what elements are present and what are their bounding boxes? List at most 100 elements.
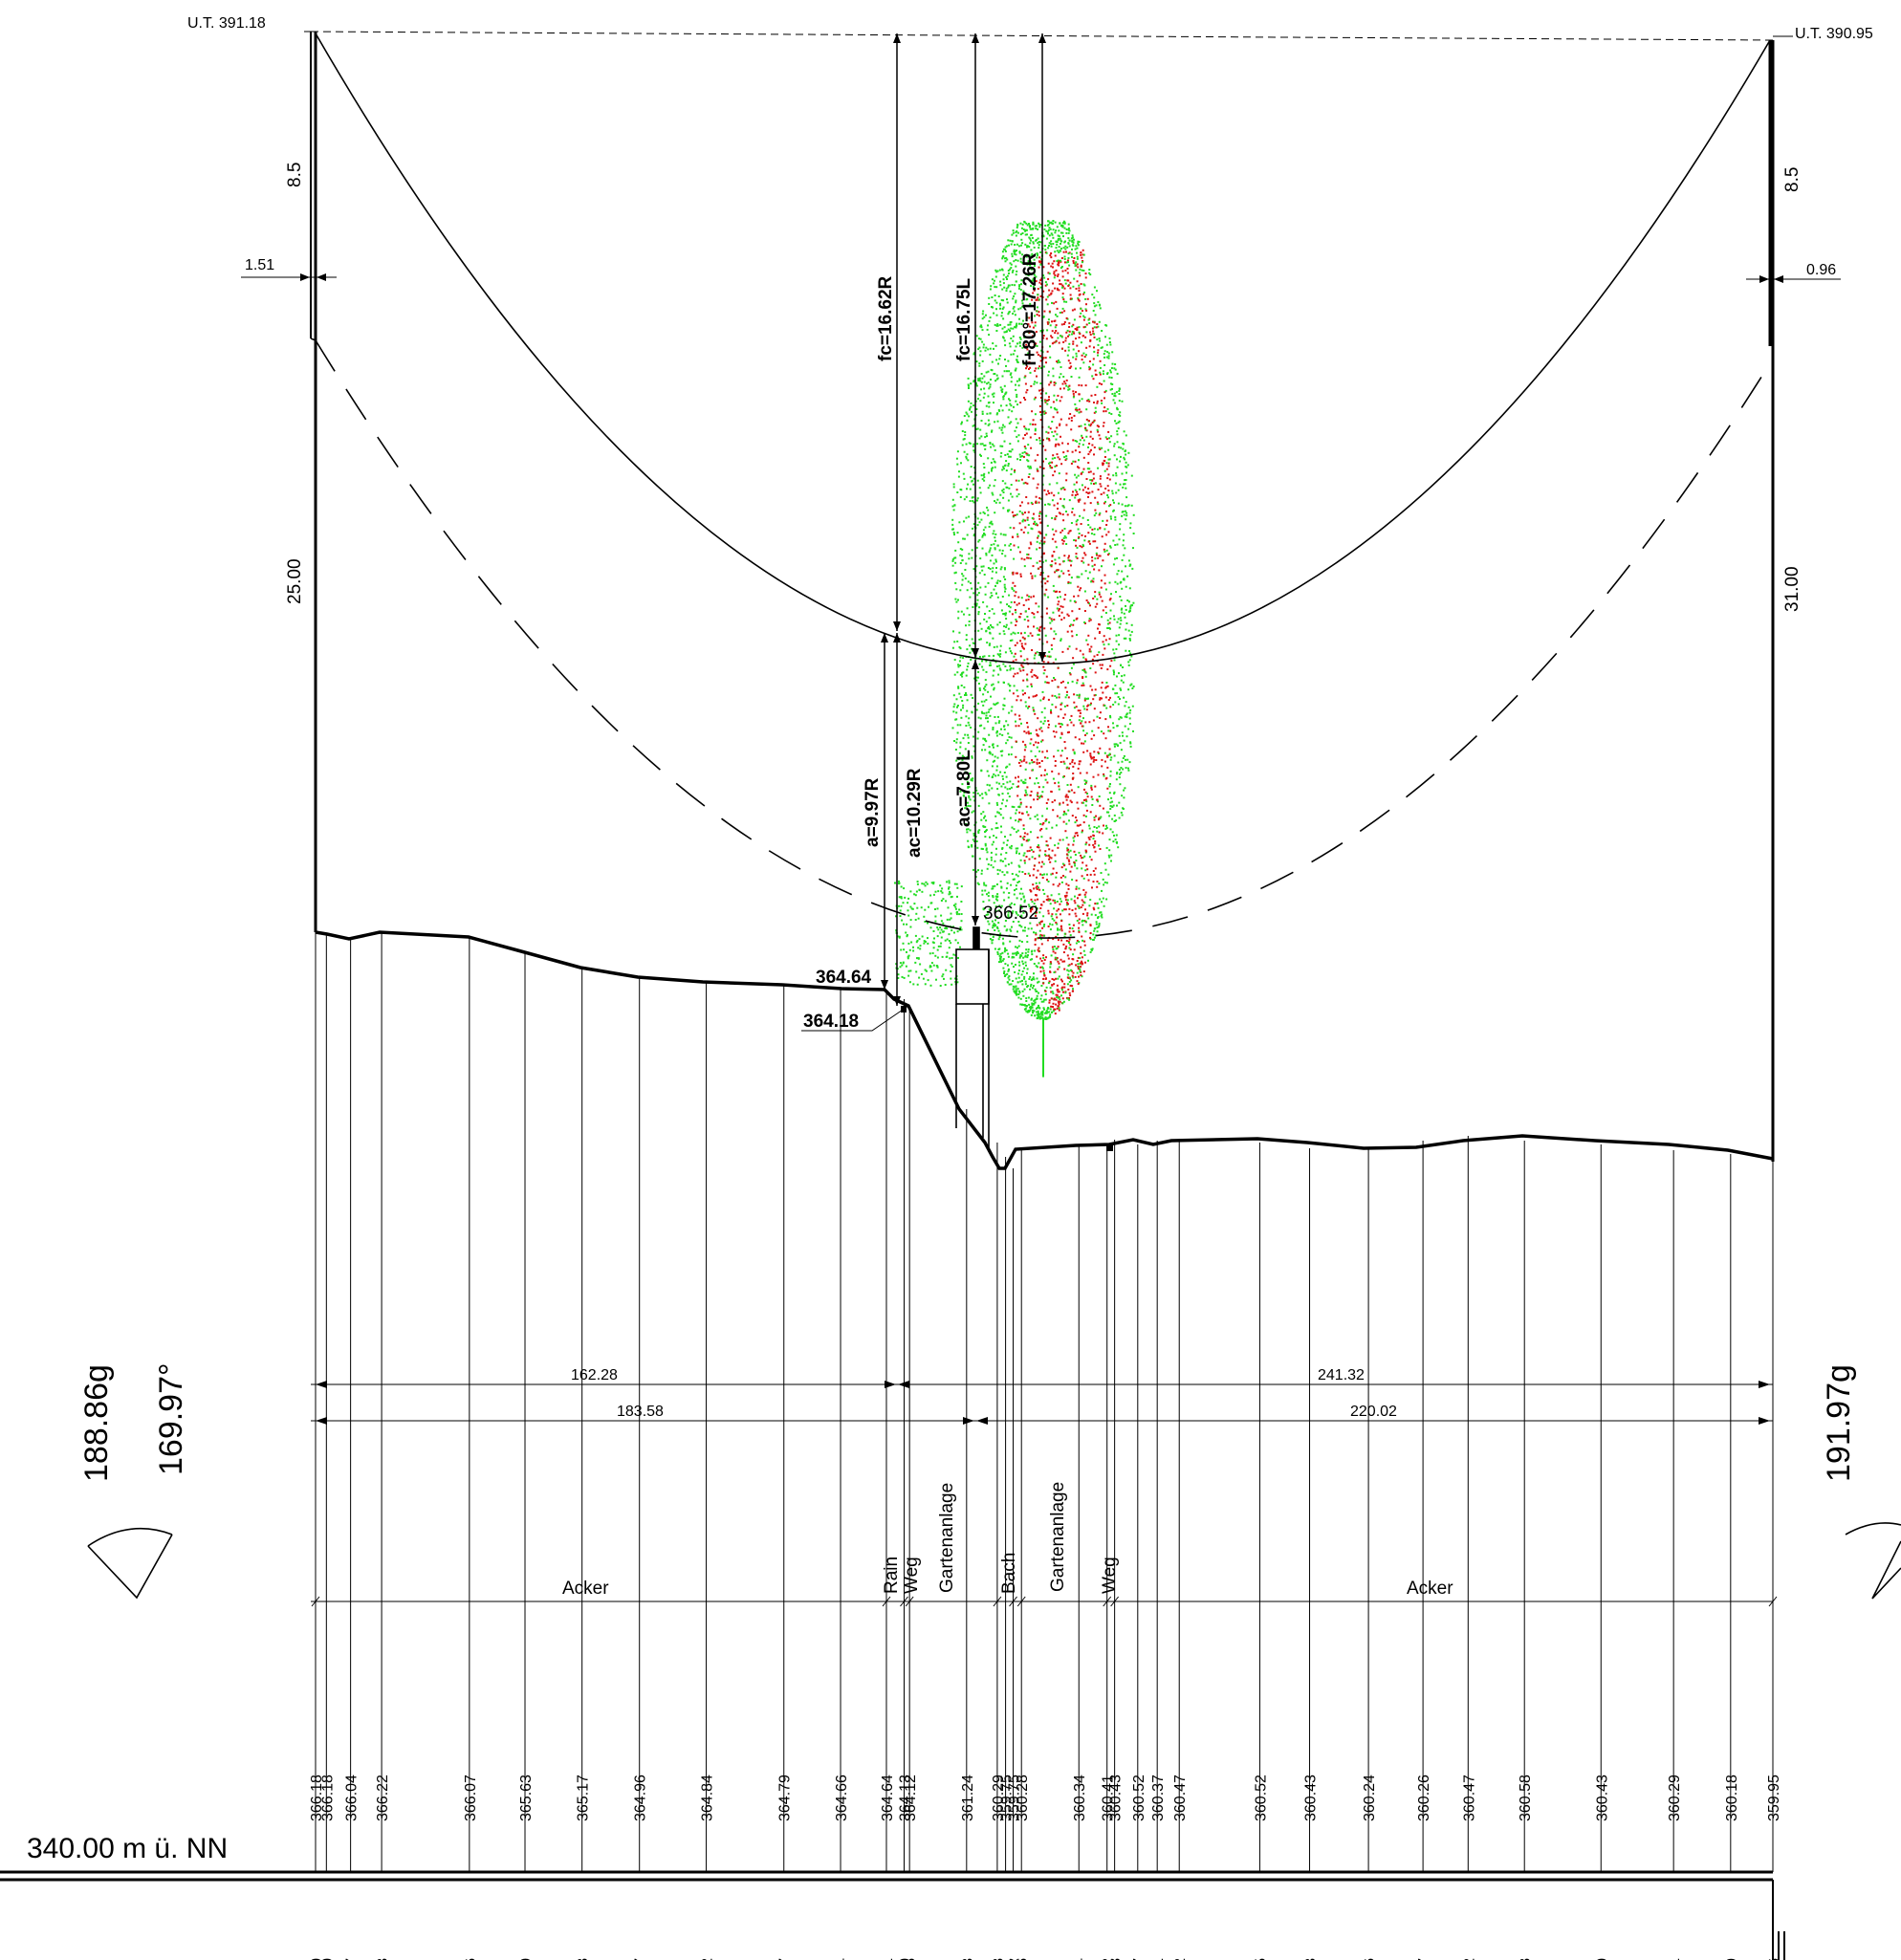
- vegetation-point: [1060, 703, 1062, 706]
- vegetation-point: [1108, 621, 1111, 624]
- vegetation-point: [1045, 986, 1048, 989]
- vegetation-point: [1061, 296, 1064, 299]
- vegetation-point: [994, 716, 996, 718]
- vegetation-point: [1003, 970, 1006, 972]
- vegetation-point: [1000, 785, 1003, 788]
- vegetation-point: [1097, 627, 1099, 630]
- vegetation-point: [1032, 223, 1035, 226]
- vegetation-point: [1040, 730, 1043, 732]
- vegetation-point: [955, 457, 958, 460]
- vegetation-point: [1018, 522, 1021, 525]
- vegetation-point: [1018, 956, 1021, 959]
- vegetation-point: [1066, 449, 1069, 452]
- vegetation-point: [1103, 542, 1106, 545]
- vegetation-point: [994, 500, 995, 503]
- vegetation-point: [1063, 983, 1066, 986]
- vegetation-point: [1057, 261, 1060, 264]
- vegetation-point: [1028, 1011, 1031, 1013]
- vegetation-point: [988, 774, 991, 777]
- vegetation-point: [994, 924, 997, 926]
- vegetation-point: [1081, 261, 1083, 264]
- vegetation-point: [1051, 457, 1054, 460]
- vegetation-point: [1008, 975, 1011, 977]
- vegetation-point: [1013, 405, 1015, 408]
- vegetation-point: [1082, 656, 1085, 659]
- vegetation-point: [998, 936, 1001, 938]
- vegetation-point: [1015, 725, 1017, 728]
- vegetation-point: [956, 491, 959, 493]
- vegetation-point: [981, 660, 983, 663]
- vegetation-point: [1124, 725, 1126, 728]
- vegetation-point: [1007, 463, 1010, 465]
- vegetation-point: [1001, 951, 1004, 954]
- vegetation-point: [1009, 640, 1012, 642]
- vegetation-point: [1062, 323, 1065, 325]
- vegetation-point: [965, 694, 968, 696]
- vegetation-point: [1076, 819, 1078, 822]
- vegetation-point: [1078, 284, 1081, 287]
- vegetation-point: [989, 938, 992, 940]
- vegetation-point: [1084, 804, 1087, 807]
- vegetation-point: [997, 362, 999, 365]
- vegetation-point: [1051, 337, 1054, 338]
- vegetation-point: [1082, 444, 1084, 446]
- vegetation-point: [1062, 775, 1064, 778]
- vegetation-point: [1085, 599, 1088, 601]
- vegetation-point: [1087, 697, 1089, 700]
- vegetation-point: [1068, 334, 1071, 337]
- vegetation-point: [1028, 473, 1031, 475]
- vegetation-point: [965, 692, 967, 694]
- vegetation-point: [1076, 251, 1078, 254]
- vegetation-point: [1066, 613, 1069, 616]
- vegetation-point: [989, 596, 992, 599]
- vegetation-point: [1040, 934, 1043, 937]
- vegetation-point: [1079, 589, 1082, 592]
- vegetation-point: [1111, 383, 1114, 385]
- vegetation-point: [1090, 533, 1093, 535]
- vegetation-point: [999, 668, 1002, 671]
- vegetation-point: [1044, 1017, 1047, 1020]
- vegetation-point: [1082, 801, 1084, 804]
- vegetation-point: [1068, 499, 1071, 502]
- vegetation-point: [1065, 379, 1068, 381]
- vegetation-point: [997, 929, 1000, 932]
- vegetation-point: [1088, 827, 1091, 830]
- vegetation-point: [1112, 499, 1114, 502]
- vegetation-point: [1097, 430, 1100, 433]
- vegetation-point: [1068, 530, 1071, 533]
- vegetation-point: [1072, 749, 1075, 751]
- vegetation-point: [1013, 589, 1016, 592]
- vegetation-point: [1079, 649, 1082, 652]
- vegetation-point: [1010, 450, 1013, 453]
- vegetation-point: [1012, 581, 1015, 584]
- vegetation-point: [1003, 633, 1006, 636]
- vegetation-point: [1125, 514, 1128, 517]
- vegetation-point: [991, 570, 994, 573]
- vegetation-point: [1103, 550, 1106, 553]
- vegetation-point: [1018, 284, 1021, 287]
- vegetation-point: [1010, 473, 1013, 476]
- vegetation-point: [1068, 326, 1071, 328]
- vegetation-point: [1072, 843, 1075, 846]
- vegetation-point: [1063, 261, 1066, 264]
- vegetation-point: [1062, 247, 1065, 250]
- vegetation-point: [956, 640, 959, 642]
- vegetation-point: [1028, 696, 1031, 699]
- vegetation-point: [1047, 490, 1050, 492]
- vegetation-point: [1071, 309, 1074, 312]
- vegetation-point: [1103, 380, 1105, 382]
- vegetation-point: [1051, 984, 1054, 987]
- vegetation-point: [1109, 515, 1112, 518]
- vegetation-point: [1016, 226, 1018, 229]
- vegetation-point: [1108, 792, 1111, 795]
- vegetation-point: [1105, 898, 1108, 901]
- vegetation-point: [1082, 456, 1085, 459]
- vegetation-point: [1078, 287, 1081, 290]
- vegetation-point: [1085, 408, 1088, 411]
- vegetation-point: [1043, 540, 1046, 543]
- vegetation-point: [985, 684, 988, 686]
- vegetation-point: [1059, 424, 1061, 426]
- vegetation-point: [1081, 956, 1083, 959]
- vegetation-point: [1086, 795, 1089, 798]
- vegetation-point: [1012, 910, 1015, 913]
